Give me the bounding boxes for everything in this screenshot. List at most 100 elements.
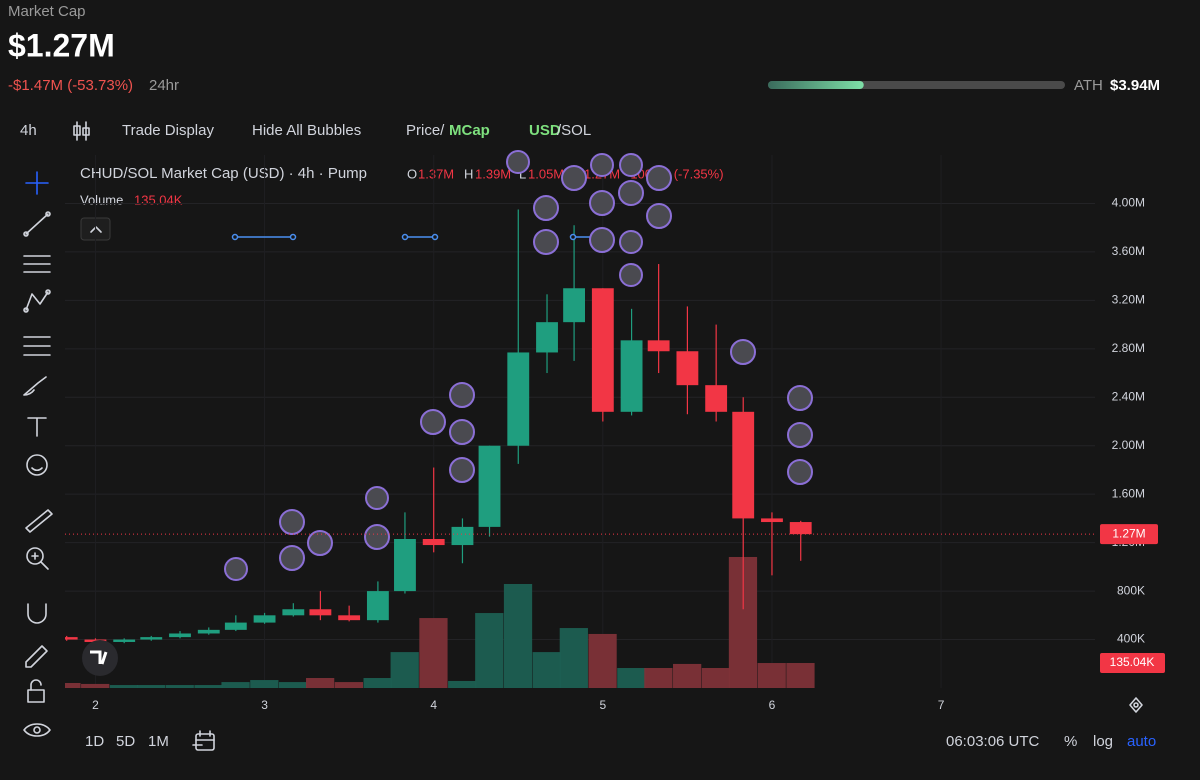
- x-tick-label: 2: [92, 698, 99, 712]
- mcap-toggle[interactable]: MCap: [449, 122, 490, 139]
- y-tick-label: 3.60M: [1112, 244, 1145, 258]
- candle-body: [197, 629, 220, 634]
- header-label: Market Cap: [8, 3, 86, 20]
- candle-body: [140, 637, 163, 640]
- drawn-lines: [231, 233, 590, 241]
- volume-bar: [588, 633, 617, 688]
- range-button[interactable]: 1M: [148, 733, 169, 750]
- drawing-tools[interactable]: [23, 171, 53, 737]
- candle-body: [282, 609, 305, 616]
- volume-bar: [363, 678, 392, 688]
- volume-legend-value: 135.04K: [134, 192, 183, 207]
- candle-body: [451, 526, 474, 546]
- price-label: 1.27M: [1112, 526, 1145, 540]
- ohlc-value: 1.39M: [475, 166, 511, 181]
- candle-body: [478, 445, 501, 527]
- hide-bubbles[interactable]: Hide All Bubbles: [252, 122, 361, 139]
- candle-body: [591, 288, 614, 412]
- volume-bar: [503, 583, 533, 688]
- x-tick-label: 4: [430, 698, 437, 712]
- y-tick-label: 2.00M: [1112, 438, 1145, 452]
- volume-bar: [250, 680, 279, 688]
- settings-icon[interactable]: [1129, 697, 1143, 713]
- candle-body: [536, 322, 558, 353]
- plot: [65, 209, 815, 688]
- candle-body: [647, 340, 670, 352]
- log-toggle[interactable]: log: [1093, 733, 1113, 750]
- volume-bar: [81, 683, 110, 688]
- candle-body: [224, 622, 247, 630]
- volume-bar: [306, 678, 335, 688]
- candle-body: [789, 522, 812, 535]
- volume-bar: [221, 682, 250, 688]
- candle-body: [338, 615, 361, 621]
- candle-body: [563, 288, 586, 323]
- candle-body: [366, 591, 389, 621]
- candle-icon[interactable]: [73, 121, 90, 141]
- trade-display[interactable]: Trade Display: [122, 122, 214, 139]
- auto-toggle[interactable]: auto: [1127, 733, 1156, 750]
- ath-label: ATH: [1074, 77, 1103, 94]
- candle-body: [113, 639, 136, 642]
- y-tick-label: 4.00M: [1112, 196, 1145, 210]
- sol-toggle[interactable]: /SOL: [557, 122, 591, 139]
- volume-bar: [617, 668, 646, 688]
- interval[interactable]: 4h: [20, 122, 37, 139]
- volume-bar: [136, 685, 166, 688]
- calendar-icon[interactable]: [192, 730, 215, 751]
- ohlc-label: O: [407, 166, 417, 181]
- volume-bar: [786, 663, 815, 688]
- volume-bar: [701, 668, 731, 688]
- range-button[interactable]: 5D: [116, 733, 135, 750]
- ohlc-label: H: [464, 166, 473, 181]
- candle-body: [169, 633, 191, 638]
- volume-bar: [390, 652, 419, 688]
- volume-bar: [644, 668, 673, 688]
- candle-body: [676, 351, 699, 386]
- candle-body: [620, 340, 643, 412]
- x-tick-label: 3: [261, 698, 268, 712]
- candle-body: [65, 637, 78, 640]
- tv-logo: [82, 640, 118, 676]
- y-tick-label: 2.80M: [1112, 341, 1145, 355]
- price-label-box: [1100, 524, 1158, 545]
- y-tick-label: 400K: [1117, 632, 1145, 646]
- volume-label: 135.04K: [1110, 655, 1155, 669]
- candle-body: [761, 518, 783, 523]
- volume-legend: Volume: [80, 192, 123, 207]
- ohlc-value: 1.05M: [528, 166, 564, 181]
- volume-bar: [448, 680, 477, 688]
- volume-bar: [194, 685, 223, 688]
- ath-progress: [768, 81, 864, 89]
- market-cap: $1.27M: [8, 27, 115, 63]
- usd-toggle[interactable]: USD: [529, 122, 561, 139]
- volume-bar: [419, 618, 448, 688]
- volume-bar: [334, 682, 364, 688]
- candle-body: [507, 352, 530, 446]
- period: 24hr: [149, 77, 179, 94]
- chart-title: CHUD/SOL Market Cap (USD) · 4h · Pump: [80, 165, 367, 182]
- candle-body: [732, 411, 755, 519]
- x-tick-label: 6: [769, 698, 776, 712]
- range-button[interactable]: 1D: [85, 733, 104, 750]
- volume-bar: [757, 663, 786, 688]
- candle-body: [309, 609, 332, 616]
- volume-label-box: [1100, 653, 1165, 674]
- volume-bar: [65, 683, 81, 688]
- volume-bar: [475, 613, 504, 688]
- candle-body: [422, 539, 445, 546]
- volume-bar: [278, 682, 308, 688]
- y-tick-label: 800K: [1117, 583, 1145, 597]
- x-tick-label: 7: [938, 698, 945, 712]
- change: -$1.47M (-53.73%): [8, 77, 133, 94]
- ohlc-label: L: [519, 166, 526, 181]
- x-tick-label: 5: [599, 698, 606, 712]
- trade-bubbles[interactable]: [224, 150, 813, 581]
- y-tick-label: 2.40M: [1112, 389, 1145, 403]
- volume-bar: [109, 685, 139, 688]
- candle-body: [253, 615, 276, 623]
- percent-toggle[interactable]: %: [1064, 733, 1077, 750]
- clock: 06:03:06 UTC: [946, 733, 1040, 750]
- price-toggle[interactable]: Price/: [406, 122, 445, 139]
